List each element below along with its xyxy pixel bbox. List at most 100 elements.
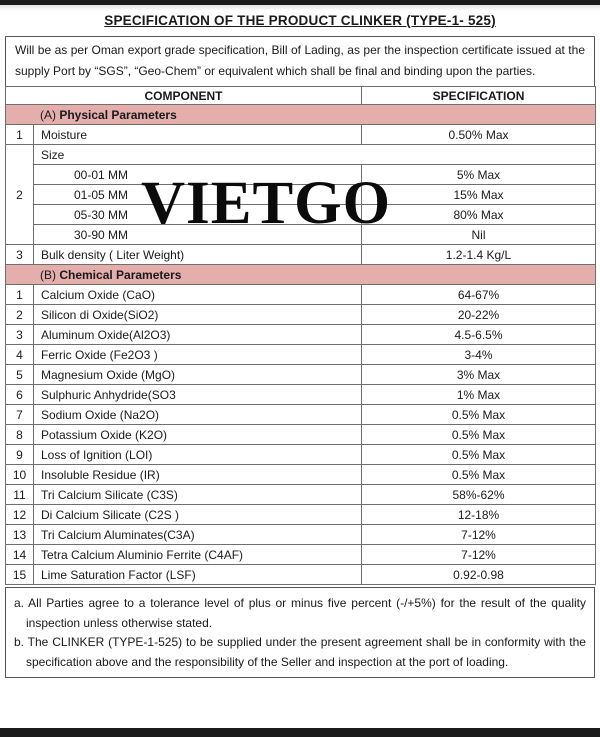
table-row: 7 Sodium Oxide (Na2O) 0.5% Max xyxy=(5,404,596,425)
chemical-rows-body: 1 Calcium Oxide (CaO) 64-67% 2 Silicon di Ox… xyxy=(5,284,596,585)
component-cell: Ferric Oxide (Fe2O3 ) xyxy=(33,344,362,365)
section-header-physical: (A) Physical Parameters xyxy=(5,104,596,125)
top-bar-shadow xyxy=(0,5,600,11)
row-number: 1 xyxy=(5,124,34,145)
table-row: 01-05 MM 15% Max xyxy=(6,184,596,205)
size-range-cell: 00-01 MM xyxy=(33,164,362,185)
component-cell: Magnesium Oxide (MgO) xyxy=(33,364,362,385)
table-row: 3 Bulk density ( Liter Weight) 1.2-1.4 K… xyxy=(5,244,596,265)
table-row: 2 Size xyxy=(5,144,596,245)
specification-cell: 0.92-0.98 xyxy=(361,564,596,585)
note-text: The CLINKER (TYPE-1-525) to be supplied … xyxy=(26,635,586,669)
table-row: 30-90 MM Nil xyxy=(6,224,596,245)
row-number: 5 xyxy=(5,364,34,385)
column-header-component: COMPONENT xyxy=(5,86,362,105)
specification-cell: 80% Max xyxy=(361,204,596,225)
specification-cell: 0.5% Max xyxy=(361,464,596,485)
specification-cell: 4.5-6.5% xyxy=(361,324,596,345)
table-row: 5 Magnesium Oxide (MgO) 3% Max xyxy=(5,364,596,385)
specification-cell: 20-22% xyxy=(361,304,596,325)
table-row: 9 Loss of Ignition (LOI) 0.5% Max xyxy=(5,444,596,465)
row-number: 3 xyxy=(5,244,34,265)
row-number: 6 xyxy=(5,384,34,405)
row-number: 12 xyxy=(5,504,34,525)
table-row: 6 Sulphuric Anhydride(SO3 1% Max xyxy=(5,384,596,405)
document-title: SPECIFICATION OF THE PRODUCT CLINKER (TY… xyxy=(104,13,496,28)
table-row: 12 Di Calcium Silicate (C2S ) 12-18% xyxy=(5,504,596,525)
table-row: 3 Aluminum Oxide(Al2O3) 4.5-6.5% xyxy=(5,324,596,345)
table-row: 1 Moisture 0.50% Max xyxy=(5,124,596,145)
component-cell: Insoluble Residue (IR) xyxy=(33,464,362,485)
specification-cell: 3-4% xyxy=(361,344,596,365)
component-cell: Sodium Oxide (Na2O) xyxy=(33,404,362,425)
row-number: 10 xyxy=(5,464,34,485)
component-cell: Sulphuric Anhydride(SO3 xyxy=(33,384,362,405)
section-prefix: (A) xyxy=(40,107,56,122)
specification-cell: 0.5% Max xyxy=(361,404,596,425)
row-number: 2 xyxy=(5,304,34,325)
component-cell: Silicon di Oxide(SiO2) xyxy=(33,304,362,325)
note-text: All Parties agree to a tolerance level o… xyxy=(26,596,586,630)
size-range-cell: 01-05 MM xyxy=(33,184,362,205)
component-cell: Aluminum Oxide(Al2O3) xyxy=(33,324,362,345)
section-prefix: (B) xyxy=(40,267,56,282)
row-number: 4 xyxy=(5,344,34,365)
size-range-cell: 05-30 MM xyxy=(33,204,362,225)
specification-table: COMPONENT SPECIFICATION (A) Physical Par… xyxy=(5,86,596,585)
component-cell: Potassium Oxide (K2O) xyxy=(33,424,362,445)
note-label: b. xyxy=(14,635,25,649)
column-header-row: COMPONENT SPECIFICATION xyxy=(5,86,596,105)
intro-paragraph: Will be as per Oman export grade specifi… xyxy=(5,36,595,87)
table-row: 00-01 MM 5% Max xyxy=(6,164,596,185)
component-cell: Di Calcium Silicate (C2S ) xyxy=(33,504,362,525)
note-a: a. All Parties agree to a tolerance leve… xyxy=(10,594,586,633)
row-number: 3 xyxy=(5,324,34,345)
note-label: a. xyxy=(14,596,25,610)
specification-cell: 1.2-1.4 Kg/L xyxy=(361,244,596,265)
specification-cell: 3% Max xyxy=(361,364,596,385)
specification-cell: 1% Max xyxy=(361,384,596,405)
specification-cell: 58%-62% xyxy=(361,484,596,505)
column-header-specification: SPECIFICATION xyxy=(361,86,596,105)
table-row: 10 Insoluble Residue (IR) 0.5% Max xyxy=(5,464,596,485)
note-b: b. The CLINKER (TYPE-1-525) to be suppli… xyxy=(10,633,586,672)
table-row: 15 Lime Saturation Factor (LSF) 0.92-0.98 xyxy=(5,564,596,585)
specification-cell: 15% Max xyxy=(361,184,596,205)
bottom-black-bar xyxy=(0,728,600,737)
row-number: 2 xyxy=(5,144,34,245)
specification-cell: 64-67% xyxy=(361,284,596,305)
row-number: 11 xyxy=(5,484,34,505)
specification-cell: 0.50% Max xyxy=(361,124,596,145)
top-black-bar xyxy=(0,0,600,5)
row-number: 15 xyxy=(5,564,34,585)
component-cell: Moisture xyxy=(33,124,362,145)
table-head-and-physical-section: COMPONENT SPECIFICATION (A) Physical Par… xyxy=(5,86,596,285)
row-number: 1 xyxy=(5,284,34,305)
row-number: 13 xyxy=(5,524,34,545)
specification-cell: Nil xyxy=(361,224,596,245)
size-range-cell: 30-90 MM xyxy=(33,224,362,245)
section-header-chemical: (B) Chemical Parameters xyxy=(5,264,596,285)
table-row: 8 Potassium Oxide (K2O) 0.5% Max xyxy=(5,424,596,445)
table-row: 4 Ferric Oxide (Fe2O3 ) 3-4% xyxy=(5,344,596,365)
component-cell: Lime Saturation Factor (LSF) xyxy=(33,564,362,585)
table-row: 11 Tri Calcium Silicate (C3S) 58%-62% xyxy=(5,484,596,505)
table-row: 14 Tetra Calcium Aluminio Ferrite (C4AF) 7… xyxy=(5,544,596,565)
specification-cell: 7-12% xyxy=(361,544,596,565)
specification-cell: 7-12% xyxy=(361,524,596,545)
notes-section: a. All Parties agree to a tolerance leve… xyxy=(5,587,595,678)
specification-cell: 0.5% Max xyxy=(361,444,596,465)
section-title: Physical Parameters xyxy=(59,107,177,122)
component-cell: Tri Calcium Silicate (C3S) xyxy=(33,484,362,505)
component-cell: Tri Calcium Aluminates(C3A) xyxy=(33,524,362,545)
table-row: 1 Calcium Oxide (CaO) 64-67% xyxy=(5,284,596,305)
component-cell: Loss of Ignition (LOI) xyxy=(33,444,362,465)
row-number: 8 xyxy=(5,424,34,445)
specification-cell: 0.5% Max xyxy=(361,424,596,445)
specification-cell: 5% Max xyxy=(361,164,596,185)
section-title: Chemical Parameters xyxy=(59,267,182,282)
component-cell: Bulk density ( Liter Weight) xyxy=(33,244,362,265)
table-row: 2 Silicon di Oxide(SiO2) 20-22% xyxy=(5,304,596,325)
component-cell: Calcium Oxide (CaO) xyxy=(33,284,362,305)
